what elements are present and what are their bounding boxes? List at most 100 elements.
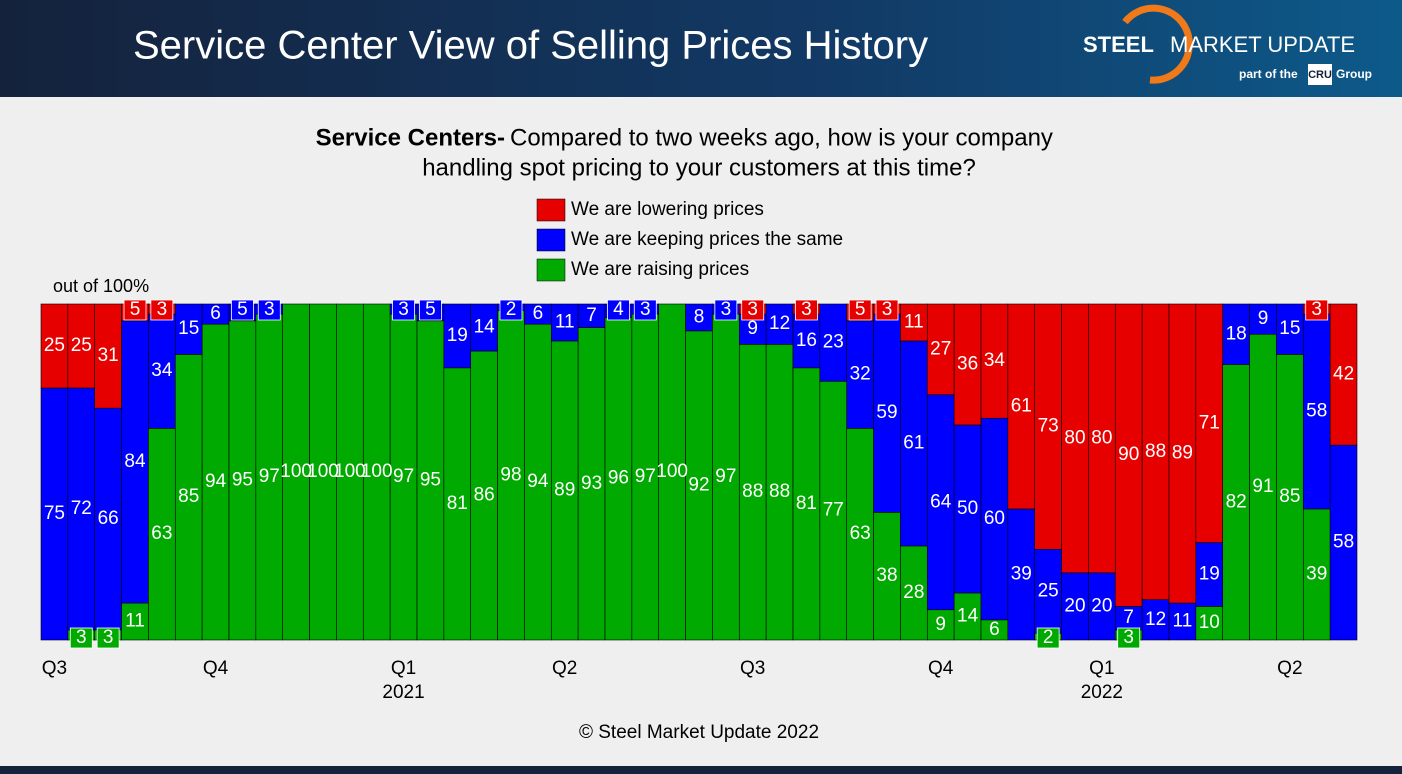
data-label: 81 bbox=[447, 493, 468, 514]
bar-segment bbox=[631, 313, 660, 641]
bar-segment bbox=[282, 303, 310, 641]
data-label: 11 bbox=[555, 311, 575, 332]
bar-segment bbox=[201, 323, 230, 641]
page-title: Service Center View of Selling Prices Hi… bbox=[133, 24, 928, 68]
bar-segment bbox=[1007, 303, 1036, 510]
data-label: 97 bbox=[635, 466, 656, 487]
label-box bbox=[1117, 627, 1141, 649]
logo-box bbox=[1308, 64, 1332, 85]
bar-segment bbox=[1061, 572, 1089, 641]
label-box bbox=[848, 299, 872, 321]
data-label: 25 bbox=[71, 335, 92, 356]
bar-segment bbox=[712, 313, 740, 641]
data-label: 5 bbox=[855, 299, 866, 320]
data-label: 7 bbox=[586, 305, 597, 326]
data-label: 38 bbox=[876, 565, 897, 586]
bar-segment bbox=[1195, 606, 1224, 641]
data-label: 97 bbox=[715, 466, 736, 487]
data-label: 36 bbox=[957, 353, 978, 374]
bar-segment bbox=[604, 317, 633, 641]
label-box bbox=[123, 299, 147, 321]
data-label: 100 bbox=[280, 461, 312, 482]
data-label: 6 bbox=[210, 303, 221, 324]
x-tick-label: Q3 bbox=[740, 658, 765, 679]
bar-segment bbox=[121, 320, 149, 604]
x-tick-label: Q2 bbox=[552, 658, 577, 679]
label-box bbox=[741, 299, 765, 321]
bar-segment bbox=[792, 313, 821, 369]
data-label: 100 bbox=[307, 461, 339, 482]
data-label: 3 bbox=[747, 299, 758, 320]
logo-box-text: CRU bbox=[1308, 69, 1332, 81]
data-label: 31 bbox=[98, 345, 119, 366]
bar-segment bbox=[524, 323, 552, 641]
data-label: 7 bbox=[1123, 607, 1134, 628]
x-tick-label: Q3 bbox=[42, 658, 67, 679]
bar-segment bbox=[926, 303, 955, 396]
data-label: 39 bbox=[1011, 563, 1032, 584]
data-label: 10 bbox=[1199, 612, 1220, 633]
data-label: 50 bbox=[957, 498, 978, 519]
label-box bbox=[150, 299, 174, 321]
bar-segment bbox=[1195, 303, 1224, 543]
data-label: 85 bbox=[1279, 486, 1300, 507]
logo-rest: MARKET UPDATE bbox=[1170, 32, 1355, 57]
bar-segment bbox=[792, 367, 821, 641]
data-label: 9 bbox=[1258, 308, 1269, 329]
data-label: 90 bbox=[1118, 444, 1139, 465]
subtitle: handling spot pricing to your customers … bbox=[422, 154, 976, 181]
bar-segment bbox=[1222, 303, 1250, 365]
bar-segment bbox=[953, 303, 982, 426]
data-label: 95 bbox=[232, 469, 253, 490]
data-label: 12 bbox=[769, 313, 790, 334]
x-year-label: 2021 bbox=[382, 682, 424, 703]
subtitle: Compared to two weeks ago, how is your c… bbox=[510, 124, 1053, 151]
bar-segment bbox=[926, 394, 955, 611]
bar-segment bbox=[1088, 572, 1116, 641]
label-box bbox=[231, 299, 254, 321]
data-label: 11 bbox=[904, 311, 924, 332]
label-box bbox=[419, 299, 442, 321]
bar-segment bbox=[309, 303, 337, 641]
data-label: 73 bbox=[1038, 416, 1059, 437]
data-label: 80 bbox=[1064, 427, 1085, 448]
data-label: 32 bbox=[850, 364, 871, 385]
data-label: 42 bbox=[1333, 364, 1354, 385]
data-label: 63 bbox=[850, 523, 871, 544]
bar-segment bbox=[980, 417, 1009, 621]
bar-segment bbox=[980, 303, 1009, 419]
bar-segment bbox=[1222, 364, 1250, 641]
data-label: 84 bbox=[124, 451, 146, 472]
bar-segment bbox=[1276, 303, 1304, 355]
data-label: 71 bbox=[1199, 412, 1220, 433]
bar-segment bbox=[577, 327, 606, 641]
label-box bbox=[714, 299, 738, 321]
bar-segment bbox=[67, 303, 96, 389]
x-tick-label: Q1 bbox=[391, 658, 416, 679]
label-box bbox=[69, 627, 93, 649]
logo-sub: Group bbox=[1336, 67, 1372, 81]
legend-label: We are keeping prices the same bbox=[571, 229, 843, 250]
data-label: 88 bbox=[769, 481, 790, 502]
data-label: 25 bbox=[44, 335, 65, 356]
data-label: 5 bbox=[425, 299, 436, 320]
label-box bbox=[257, 299, 281, 321]
data-label: 6 bbox=[989, 619, 1000, 640]
data-label: 12 bbox=[1145, 609, 1166, 630]
data-label: 6 bbox=[533, 303, 544, 324]
data-label: 20 bbox=[1064, 595, 1085, 616]
footer: © Steel Market Update 2022 bbox=[579, 722, 819, 743]
bar-segment bbox=[443, 303, 472, 369]
label-box bbox=[795, 299, 818, 321]
x-year-label: 2022 bbox=[1081, 682, 1123, 703]
bar-segment bbox=[1114, 303, 1143, 607]
bar-segment bbox=[255, 313, 284, 641]
data-label: 94 bbox=[527, 471, 549, 492]
data-label: 3 bbox=[640, 299, 651, 320]
x-tick-label: Q2 bbox=[1277, 658, 1302, 679]
logo-sub: part of the bbox=[1239, 67, 1298, 81]
bar-segment bbox=[1276, 354, 1304, 641]
data-label: 94 bbox=[205, 471, 227, 492]
data-label: 3 bbox=[76, 627, 87, 648]
legend-label: We are raising prices bbox=[571, 259, 749, 280]
